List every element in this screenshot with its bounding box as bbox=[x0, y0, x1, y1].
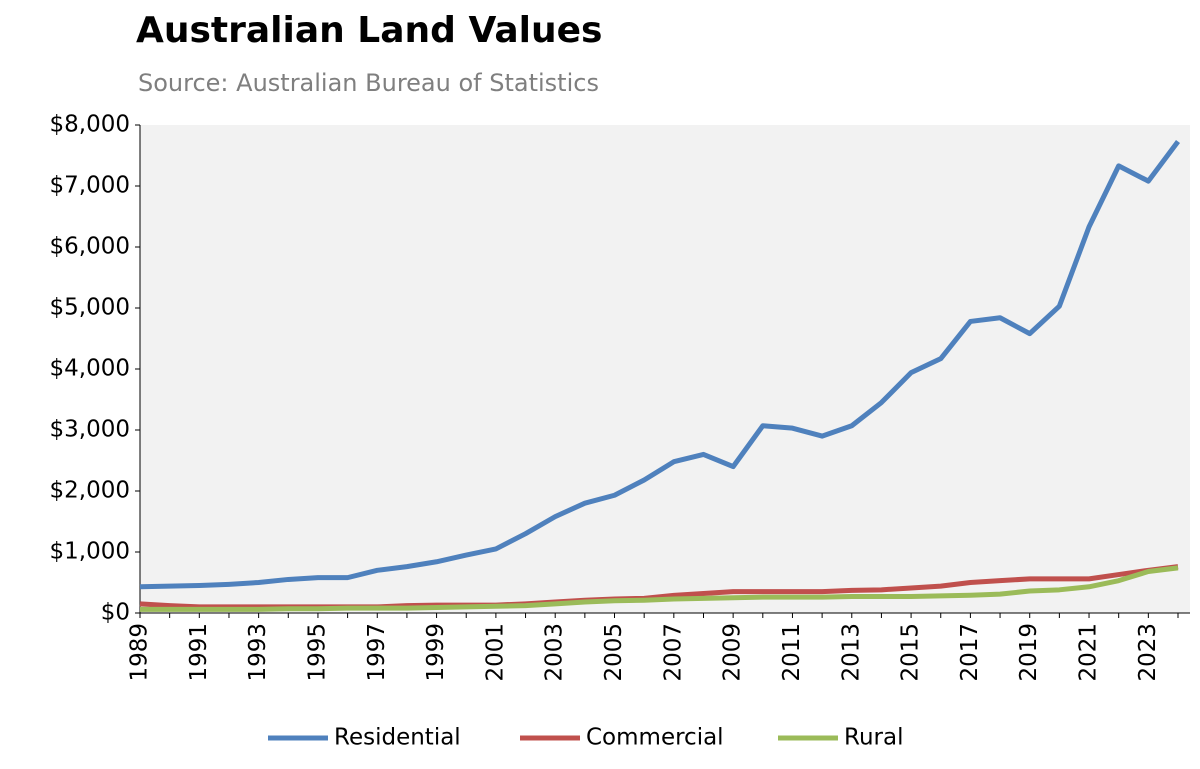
chart-subtitle: Source: Australian Bureau of Statistics bbox=[138, 69, 599, 97]
x-tick-label: 1989 bbox=[127, 623, 153, 682]
x-tick-label: 2023 bbox=[1135, 623, 1161, 682]
y-tick-label: $0 bbox=[101, 600, 130, 626]
x-tick-label: 1995 bbox=[304, 623, 330, 682]
x-tick-label: 2013 bbox=[838, 623, 864, 682]
x-tick-label: 2005 bbox=[601, 623, 627, 682]
y-tick-label: $3,000 bbox=[50, 417, 130, 443]
y-tick-label: $5,000 bbox=[50, 295, 130, 321]
series-line bbox=[139, 139, 1181, 590]
x-tick-label: 2021 bbox=[1076, 623, 1102, 682]
x-tick-label: 2001 bbox=[482, 623, 508, 682]
x-tick-label: 2019 bbox=[1016, 623, 1042, 682]
x-tick-label: 2009 bbox=[720, 623, 746, 682]
x-tick-label: 1999 bbox=[423, 623, 449, 682]
series-line bbox=[140, 565, 1179, 612]
legend-label: Rural bbox=[844, 725, 903, 751]
x-tick-label: 1991 bbox=[186, 623, 212, 682]
y-tick-label: $4,000 bbox=[50, 356, 130, 382]
y-tick-label: $8,000 bbox=[50, 112, 130, 138]
y-tick-label: $2,000 bbox=[50, 478, 130, 504]
legend-label: Residential bbox=[334, 725, 461, 751]
x-tick-label: 2017 bbox=[957, 623, 983, 682]
x-tick-label: 2003 bbox=[542, 623, 568, 682]
plot-area bbox=[140, 125, 1190, 613]
x-tick-label: 1997 bbox=[364, 623, 390, 682]
y-tick-label: $6,000 bbox=[50, 234, 130, 260]
legend-label: Commercial bbox=[586, 725, 724, 751]
x-tick-label: 2015 bbox=[898, 623, 924, 682]
y-tick-label: $1,000 bbox=[50, 539, 130, 565]
x-tick-label: 1993 bbox=[245, 623, 271, 682]
x-tick-label: 2011 bbox=[779, 623, 805, 682]
y-tick-label: $7,000 bbox=[50, 173, 130, 199]
chart-title: Australian Land Values bbox=[136, 10, 602, 51]
x-tick-label: 2007 bbox=[660, 623, 686, 682]
